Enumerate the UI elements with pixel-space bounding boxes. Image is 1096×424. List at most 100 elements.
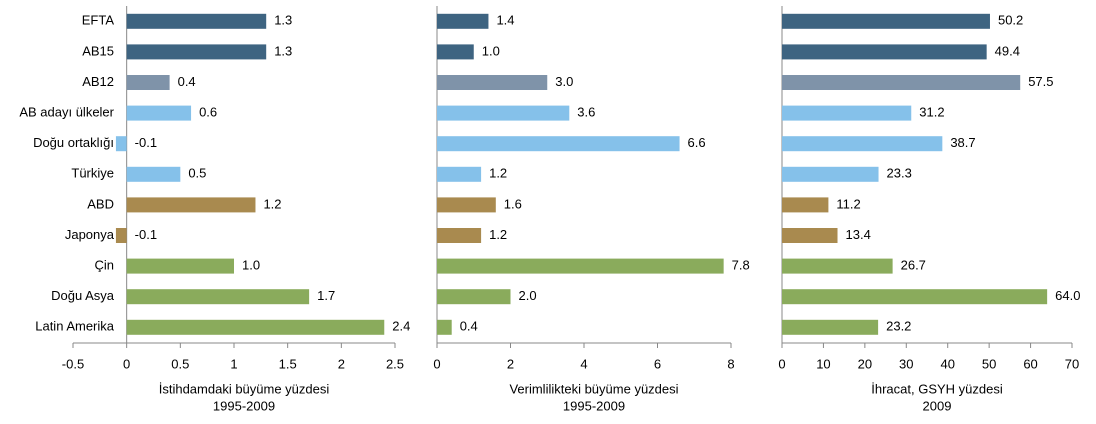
bar	[126, 44, 267, 60]
category-label: AB12	[82, 74, 114, 89]
x-tick-label: 10	[816, 356, 830, 371]
value-label: 23.2	[886, 319, 911, 334]
x-tick-label: 2	[507, 356, 514, 371]
category-label: Çin	[94, 258, 114, 273]
value-label: 1.2	[263, 196, 281, 211]
value-label: 7.8	[732, 258, 750, 273]
category-label: AB adayı ülkeler	[19, 105, 114, 120]
x-tick-label: 8	[727, 356, 734, 371]
value-label: 31.2	[919, 105, 944, 120]
value-label: 1.3	[274, 13, 292, 28]
value-label: 2.0	[519, 288, 537, 303]
value-label: 0.6	[199, 105, 217, 120]
bar	[126, 105, 192, 121]
bar	[782, 228, 838, 243]
category-label: AB15	[82, 43, 114, 58]
value-label: 1.4	[496, 13, 514, 28]
bar	[782, 166, 879, 182]
value-label: 0.5	[188, 166, 206, 181]
bar	[782, 75, 1021, 90]
value-label: 6.6	[688, 135, 706, 150]
x-tick-label: 0.5	[171, 356, 189, 371]
value-label: 3.6	[577, 105, 595, 120]
bar	[437, 75, 548, 90]
bar	[782, 197, 829, 213]
bar	[126, 75, 170, 90]
bar	[437, 289, 511, 305]
value-label: 3.0	[555, 74, 573, 89]
x-axis-label: İstihdamdaki büyüme yüzdesi	[159, 381, 330, 396]
category-label: Türkiye	[71, 166, 114, 181]
x-axis-label: 1995-2009	[563, 398, 625, 413]
x-tick-label: 20	[858, 356, 872, 371]
bar	[782, 105, 912, 121]
value-label: 1.6	[504, 196, 522, 211]
x-tick-label: 2.5	[386, 356, 404, 371]
bar	[437, 13, 489, 29]
bar	[126, 289, 310, 305]
bar	[437, 319, 452, 335]
bar	[437, 228, 482, 243]
x-tick-label: -0.5	[62, 356, 84, 371]
bar	[126, 197, 256, 213]
x-axis-label: Verimlilikteki büyüme yüzdesi	[509, 381, 678, 396]
bar	[782, 289, 1048, 305]
bar	[126, 13, 267, 29]
category-label: ABD	[87, 196, 114, 211]
value-label: 64.0	[1055, 288, 1080, 303]
value-label: -0.1	[135, 135, 157, 150]
x-tick-label: 50	[982, 356, 996, 371]
value-label: 0.4	[178, 74, 196, 89]
x-axis-label: İhracat, GSYH yüzdesi	[871, 381, 1003, 396]
value-label: -0.1	[135, 227, 157, 242]
bar	[782, 44, 987, 60]
bar	[126, 319, 385, 335]
value-label: 57.5	[1028, 74, 1053, 89]
x-tick-label: 0	[433, 356, 440, 371]
value-label: 11.2	[836, 196, 860, 211]
bar	[115, 228, 127, 243]
value-label: 1.2	[489, 166, 507, 181]
value-label: 1.7	[317, 288, 335, 303]
value-label: 0.4	[460, 319, 478, 334]
x-tick-label: 6	[654, 356, 661, 371]
bar	[437, 105, 570, 121]
category-label: Doğu Asya	[51, 288, 115, 303]
value-label: 50.2	[998, 13, 1023, 28]
value-label: 23.3	[887, 166, 912, 181]
bar	[126, 166, 181, 182]
bar	[782, 136, 943, 152]
bar	[437, 197, 496, 213]
x-tick-label: 0	[778, 356, 785, 371]
x-tick-label: 40	[940, 356, 954, 371]
value-label: 1.2	[489, 227, 507, 242]
value-label: 1.0	[242, 258, 260, 273]
bar	[782, 13, 990, 29]
x-tick-label: 2	[338, 356, 345, 371]
x-tick-label: 1.5	[279, 356, 297, 371]
value-label: 1.0	[482, 43, 500, 58]
x-tick-label: 30	[899, 356, 913, 371]
x-tick-label: 4	[580, 356, 587, 371]
category-label: Japonya	[65, 227, 115, 242]
category-label: Doğu ortaklığı	[33, 135, 114, 150]
bar	[126, 258, 234, 274]
bar	[782, 258, 893, 274]
x-tick-label: 70	[1065, 356, 1079, 371]
bar	[437, 136, 680, 152]
value-label: 2.4	[392, 319, 410, 334]
x-tick-label: 60	[1023, 356, 1037, 371]
x-tick-label: 1	[230, 356, 237, 371]
bar	[437, 258, 724, 274]
value-label: 1.3	[274, 43, 292, 58]
value-label: 49.4	[995, 43, 1020, 58]
x-tick-label: 0	[123, 356, 130, 371]
x-axis-label: 2009	[923, 398, 952, 413]
value-label: 38.7	[950, 135, 975, 150]
category-label: EFTA	[82, 13, 115, 28]
value-label: 13.4	[846, 227, 871, 242]
value-label: 26.7	[901, 258, 926, 273]
x-axis-label: 1995-2009	[213, 398, 275, 413]
bar	[782, 319, 879, 335]
